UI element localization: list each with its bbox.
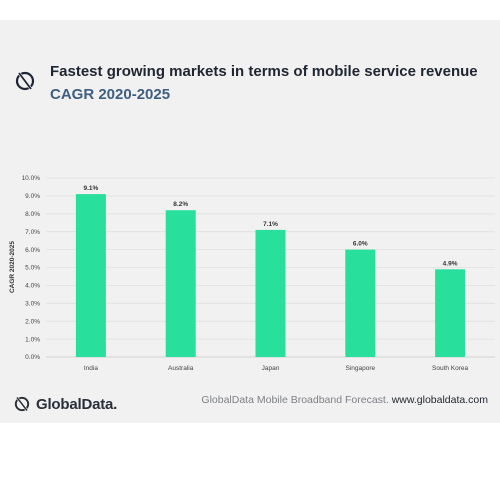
source-text: GlobalData Mobile Broadband Forecast. <box>201 394 389 406</box>
x-tick-label: Japan <box>262 365 280 372</box>
y-tick-label: 1.0% <box>25 336 40 343</box>
data-label: 7.1% <box>263 221 278 228</box>
bar <box>345 249 376 357</box>
bar <box>255 229 286 357</box>
data-label: 9.1% <box>83 185 98 192</box>
y-tick-label: 10.0% <box>22 175 41 182</box>
x-tick-label: Australia <box>168 365 194 372</box>
website-link[interactable]: www.globaldata.com <box>391 394 488 406</box>
bar-chart: 0.0% 1.0% 2.0% 3.0% 4.0% 5.0% 6.0% 7.0% 8.0% 9.0%… <box>9 175 495 372</box>
y-tick-label: 3.0% <box>25 301 40 308</box>
y-tick-label: 7.0% <box>25 229 40 236</box>
y-tick-label: 9.0% <box>25 193 40 200</box>
y-tick-label: 5.0% <box>25 265 40 272</box>
chart-title: Fastest growing markets in terms of mobi… <box>50 63 478 80</box>
data-label: 8.2% <box>173 201 188 208</box>
y-axis-ticks: 0.0% 1.0% 2.0% 3.0% 4.0% 5.0% 6.0% 7.0% 8.0% 9.0%… <box>22 175 41 361</box>
bars <box>75 194 466 357</box>
y-axis-label: CAGR 2020-2025 <box>9 241 16 293</box>
x-tick-label: Singapore <box>345 365 375 372</box>
data-label: 6.0% <box>353 241 368 248</box>
y-tick-label: 4.0% <box>25 283 40 290</box>
source-note: GlobalData Mobile Broadband Forecast. ww… <box>201 394 488 406</box>
x-axis-ticks: India Australia Japan Singapore South Korea <box>84 365 469 372</box>
globaldata-logo-icon <box>15 71 35 91</box>
y-tick-label: 0.0% <box>25 354 40 361</box>
chart-subtitle: CAGR 2020-2025 <box>50 86 171 103</box>
data-label: 4.9% <box>443 260 458 267</box>
brand: GlobalData. <box>12 393 117 415</box>
bar <box>165 210 196 357</box>
bar <box>435 269 466 357</box>
data-labels: 9.1% 8.2% 7.1% 6.0% 4.9% <box>83 185 457 267</box>
x-tick-label: India <box>84 365 98 372</box>
y-tick-label: 8.0% <box>25 211 40 218</box>
globaldata-logo-icon <box>14 396 30 412</box>
bar <box>75 194 106 357</box>
brand-name: GlobalData. <box>36 395 118 413</box>
y-tick-label: 6.0% <box>25 247 40 254</box>
y-tick-label: 2.0% <box>25 318 40 325</box>
x-tick-label: South Korea <box>432 365 469 372</box>
